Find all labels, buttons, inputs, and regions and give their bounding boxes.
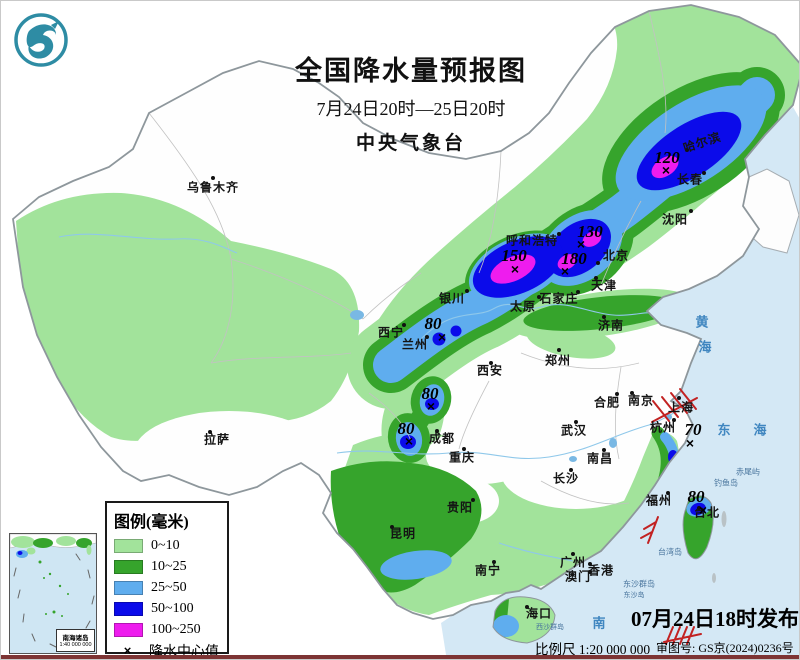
cma-dragon-logo-icon	[14, 13, 68, 67]
legend-range-label: 0~10	[151, 537, 180, 553]
legend-item: 10~25	[114, 556, 227, 577]
legend-item: 100~250	[114, 619, 227, 640]
legend-swatch	[114, 538, 143, 553]
legend-box: 图例(毫米) 0~10 10~25 25~50 50~100 100~250 × 降水中…	[105, 501, 229, 659]
legend-range-label: 25~50	[151, 579, 187, 595]
inset-map-canvas	[9, 533, 97, 653]
legend-item: 50~100	[114, 598, 227, 619]
approval-number: 审图号: GS京(2024)0236号	[656, 641, 794, 655]
inset-label-box: 南海诸岛 1:40 000 000	[56, 629, 95, 652]
map-header: 全国降水量预报图 7月24日20时—25日20时 中央气象台	[251, 49, 571, 155]
legend-range-label: 10~25	[151, 558, 187, 574]
legend-range-label: 50~100	[151, 600, 194, 616]
typhoon-hatch-icons	[640, 388, 702, 645]
issue-time: 07月24日18时发布	[631, 607, 799, 631]
rivers	[58, 233, 688, 562]
lakes	[350, 310, 672, 462]
south-china-sea-inset: 南海诸岛 1:40 000 000	[9, 533, 97, 654]
forecast-period: 7月24日20时—25日20时	[316, 99, 506, 119]
inset-title: 南海诸岛	[62, 635, 89, 642]
legend-item: 0~10	[114, 535, 227, 556]
precip-center-x-icon: ×	[123, 643, 132, 658]
page-title: 全国降水量预报图	[295, 56, 527, 86]
legend-swatch	[114, 559, 143, 574]
province-borders	[148, 10, 667, 505]
inset-scale: 1:40 000 000	[59, 642, 92, 648]
legend-item: 25~50	[114, 577, 227, 598]
precipitation-layers	[16, 5, 799, 643]
legend-range-label: 100~250	[151, 621, 201, 637]
legend-swatch	[114, 622, 143, 637]
map-scale: 比例尺 1:20 000 000	[535, 642, 651, 657]
agency-name: 中央气象台	[355, 133, 466, 154]
legend-title: 图例(毫米)	[114, 514, 189, 531]
legend-swatch	[114, 580, 143, 595]
legend-swatch	[114, 601, 143, 616]
bottom-divider-bar	[1, 655, 799, 659]
